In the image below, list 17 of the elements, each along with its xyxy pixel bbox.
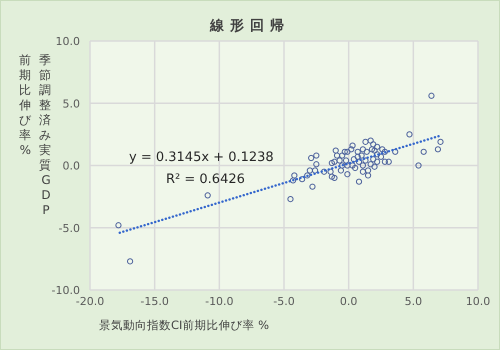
x-tick-label: -5.0 [273,295,295,308]
x-tick-label: 5.0 [404,295,422,308]
y-tick-label: -10.0 [52,284,80,297]
annotation: R² = 0.6426 [166,172,245,187]
x-axis-title: 景気動向指数CI前期比伸び率 % [99,318,270,332]
y-tick-label: 0.0 [62,160,80,172]
chart-title: 線形回帰 [209,18,290,34]
x-tick-label: 0.0 [340,295,358,308]
text: 季節調整済み実質GDP前期比伸び率 % [19,53,51,217]
y-tick-label: -5.0 [58,222,80,235]
y-tick-label: 5.0 [62,97,80,110]
x-tick-label: 10.0 [466,295,490,308]
y-tick-label: 10.0 [56,35,80,48]
x-tick-label: -10.0 [205,295,234,308]
annotation: y = 0.3145x + 0.1238 [129,150,274,165]
x-tick-label: -15.0 [140,295,169,308]
x-tick-label: -20.0 [76,295,104,308]
